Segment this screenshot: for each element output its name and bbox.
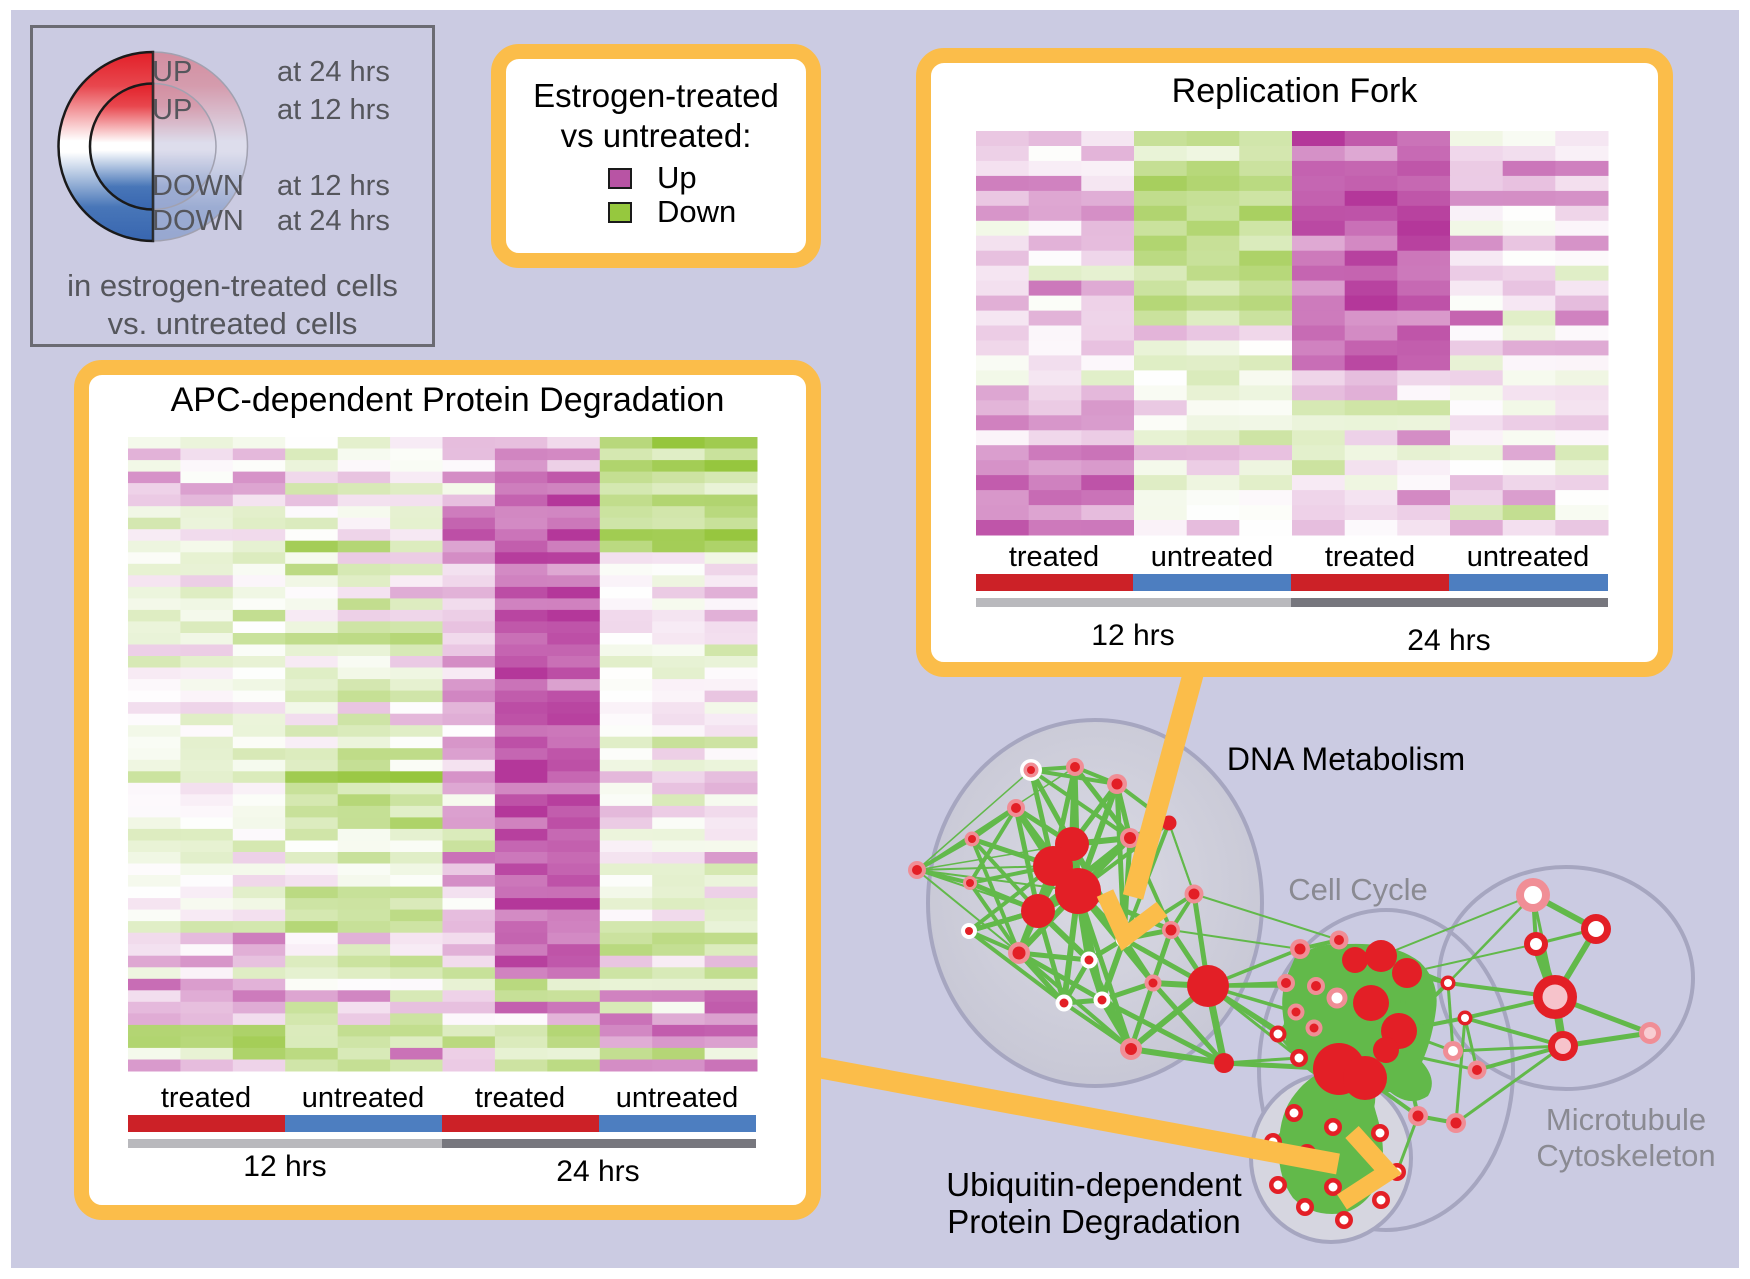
svg-text:DNA Metabolism: DNA Metabolism	[1227, 741, 1465, 777]
svg-text:Cell Cycle: Cell Cycle	[1288, 872, 1428, 907]
svg-text:Protein Degradation: Protein Degradation	[947, 1203, 1241, 1240]
svg-text:Cytoskeleton: Cytoskeleton	[1536, 1138, 1715, 1173]
svg-text:12 hrs: 12 hrs	[1091, 619, 1174, 652]
svg-text:treated: treated	[1009, 541, 1099, 573]
svg-text:treated: treated	[1325, 541, 1415, 573]
svg-text:untreated: untreated	[616, 1082, 739, 1114]
svg-text:untreated: untreated	[302, 1082, 425, 1114]
svg-text:24 hrs: 24 hrs	[1407, 624, 1490, 657]
svg-text:24 hrs: 24 hrs	[556, 1155, 639, 1188]
svg-text:12 hrs: 12 hrs	[243, 1150, 326, 1183]
svg-text:treated: treated	[475, 1082, 565, 1114]
svg-text:treated: treated	[161, 1082, 251, 1114]
svg-text:Ubiquitin-dependent: Ubiquitin-dependent	[946, 1166, 1241, 1203]
svg-text:untreated: untreated	[1151, 541, 1274, 573]
svg-text:Microtubule: Microtubule	[1546, 1102, 1706, 1137]
svg-text:untreated: untreated	[1467, 541, 1590, 573]
